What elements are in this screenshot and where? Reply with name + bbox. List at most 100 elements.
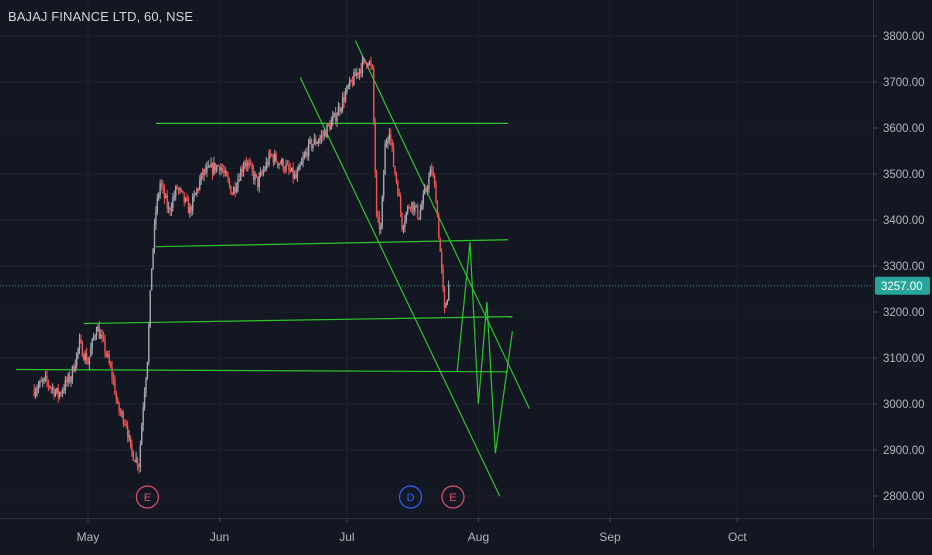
candle-body — [268, 153, 270, 165]
candle-body — [200, 172, 202, 181]
candle-body — [292, 167, 294, 179]
trendline[interactable] — [299, 77, 501, 497]
candle-body — [230, 185, 232, 195]
candle-body — [225, 171, 228, 177]
candle-body — [66, 379, 68, 383]
candle-body — [97, 326, 99, 332]
dividend-marker[interactable] — [398, 485, 423, 509]
candle-body — [347, 86, 349, 88]
candle-body — [445, 304, 447, 308]
candle-body — [210, 163, 212, 168]
candle-body — [92, 337, 95, 340]
y-tick-label: 3000.00 — [883, 399, 925, 411]
candle-body — [143, 393, 146, 408]
y-tick-label: 3100.00 — [883, 353, 925, 365]
candle-body — [146, 362, 149, 379]
candle-body — [289, 169, 291, 172]
candle-body — [70, 378, 72, 382]
candle-body — [367, 63, 369, 66]
trendlines[interactable] — [15, 40, 530, 497]
candle-body — [234, 187, 236, 192]
candle-body — [286, 164, 289, 166]
candle-body — [182, 190, 184, 193]
candle-body — [302, 158, 304, 162]
candle-body — [339, 106, 341, 112]
candle-body — [221, 168, 224, 171]
x-tick-label: Sep — [599, 530, 621, 544]
candle-body — [300, 161, 303, 165]
candle-body — [249, 163, 252, 165]
candle-body — [87, 362, 89, 365]
candle-body — [162, 185, 164, 188]
candle-body — [98, 326, 101, 339]
candle-body — [138, 466, 140, 468]
candle-body — [224, 171, 226, 173]
candle-body — [128, 435, 130, 438]
candle-body — [238, 179, 241, 181]
candle-body — [333, 112, 335, 117]
last-price-label: 3257.00 — [881, 281, 923, 293]
candle-body — [261, 172, 263, 174]
candle-body — [67, 374, 69, 383]
candle-body — [264, 169, 266, 171]
y-tick-label: 2800.00 — [883, 491, 925, 503]
candle-body — [235, 187, 238, 192]
candle-body — [43, 378, 45, 381]
candle-body — [218, 165, 221, 171]
candle-body — [422, 193, 424, 205]
candle-body — [84, 353, 86, 360]
candle-body — [167, 207, 170, 209]
candle-body — [155, 211, 157, 224]
trendline[interactable] — [354, 40, 530, 409]
candle-body — [107, 354, 109, 356]
candle-body — [175, 186, 177, 197]
candle-body — [227, 176, 229, 181]
candle-body — [64, 379, 67, 391]
candle-body — [392, 147, 395, 167]
candle-body — [398, 194, 400, 197]
candle-body — [272, 155, 275, 163]
candle-body — [411, 201, 413, 208]
candle-body — [207, 165, 209, 167]
candle-body — [378, 216, 381, 230]
candle-body — [414, 206, 416, 212]
candle-body — [368, 61, 371, 64]
candle-body — [91, 339, 93, 349]
candle-body — [254, 174, 256, 180]
candle-body — [114, 379, 116, 395]
candle-body — [148, 325, 150, 363]
earnings-marker[interactable] — [135, 485, 160, 509]
candle-body — [152, 248, 154, 269]
candle-body — [33, 390, 35, 396]
trendline[interactable] — [83, 316, 513, 325]
trendline[interactable] — [15, 368, 509, 373]
candle-body — [46, 375, 48, 382]
candle-body — [269, 153, 272, 155]
candle-body — [425, 188, 427, 191]
last-price-badge[interactable] — [875, 276, 930, 295]
y-tick-label: 2900.00 — [883, 445, 925, 457]
candle-body — [373, 68, 375, 122]
candle-body — [370, 61, 372, 66]
candles[interactable] — [0, 55, 873, 474]
candle-body — [190, 206, 192, 212]
projection-path[interactable] — [456, 242, 513, 454]
candle-body — [111, 367, 113, 379]
candle-body — [34, 391, 37, 396]
earnings-marker[interactable] — [441, 485, 465, 509]
candle-body — [153, 223, 156, 249]
candle-body — [179, 188, 181, 190]
candle-body — [391, 139, 393, 148]
candle-body — [37, 385, 40, 390]
candle-body — [169, 207, 171, 211]
projection[interactable] — [456, 242, 513, 454]
candle-body — [258, 176, 260, 188]
y-tick-label: 3200.00 — [883, 307, 925, 319]
candle-body — [159, 183, 161, 195]
candle-body — [172, 197, 174, 209]
candle-body — [312, 144, 314, 149]
candle-body — [248, 163, 250, 165]
